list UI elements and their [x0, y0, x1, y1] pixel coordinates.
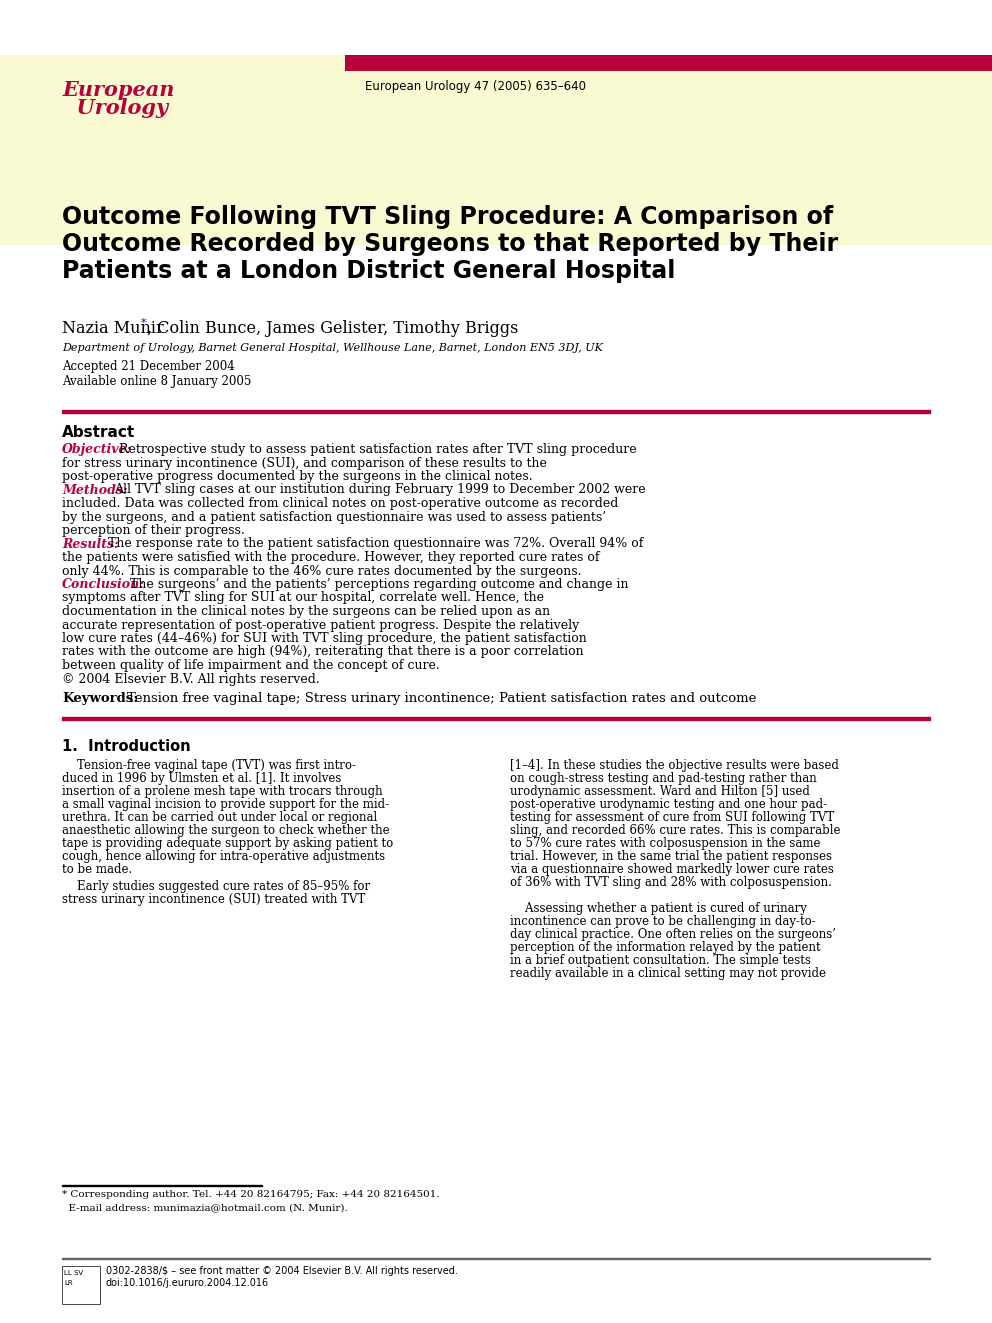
Text: * Corresponding author. Tel. +44 20 82164795; Fax: +44 20 82164501.: * Corresponding author. Tel. +44 20 8216…: [62, 1189, 439, 1199]
Text: Assessing whether a patient is cured of urinary: Assessing whether a patient is cured of …: [510, 902, 806, 916]
Text: Nazia Munir: Nazia Munir: [62, 320, 164, 337]
Text: E-mail address: munimazia@hotmail.com (N. Munir).: E-mail address: munimazia@hotmail.com (N…: [62, 1203, 348, 1212]
Text: for stress urinary incontinence (SUI), and comparison of these results to the: for stress urinary incontinence (SUI), a…: [62, 456, 547, 470]
Text: Outcome Recorded by Surgeons to that Reported by Their: Outcome Recorded by Surgeons to that Rep…: [62, 232, 838, 255]
Text: between quality of life impairment and the concept of cure.: between quality of life impairment and t…: [62, 659, 439, 672]
Text: via a questionnaire showed markedly lower cure rates: via a questionnaire showed markedly lowe…: [510, 863, 834, 876]
Bar: [62, 410, 930, 413]
Text: a small vaginal incision to provide support for the mid-: a small vaginal incision to provide supp…: [62, 798, 389, 811]
Text: day clinical practice. One often relies on the surgeons’: day clinical practice. One often relies …: [510, 927, 836, 941]
Bar: [62, 1266, 100, 1304]
Text: Abstract: Abstract: [62, 425, 135, 441]
Text: only 44%. This is comparable to the 46% cure rates documented by the surgeons.: only 44%. This is comparable to the 46% …: [62, 565, 581, 578]
Text: to be made.: to be made.: [62, 863, 132, 876]
Text: perception of their progress.: perception of their progress.: [62, 524, 245, 537]
Text: accurate representation of post-operative patient progress. Despite the relative: accurate representation of post-operativ…: [62, 618, 579, 631]
Text: 1.  Introduction: 1. Introduction: [62, 740, 190, 754]
Bar: [62, 717, 930, 720]
Text: © 2004 Elsevier B.V. All rights reserved.: © 2004 Elsevier B.V. All rights reserved…: [62, 672, 319, 685]
Text: Tension free vaginal tape; Stress urinary incontinence; Patient satisfaction rat: Tension free vaginal tape; Stress urinar…: [127, 692, 756, 705]
Text: readily available in a clinical setting may not provide: readily available in a clinical setting …: [510, 967, 826, 980]
Text: documentation in the clinical notes by the surgeons can be relied upon as an: documentation in the clinical notes by t…: [62, 605, 551, 618]
Text: to 57% cure rates with colposuspension in the same: to 57% cure rates with colposuspension i…: [510, 837, 820, 849]
Text: on cough-stress testing and pad-testing rather than: on cough-stress testing and pad-testing …: [510, 773, 816, 785]
Bar: [0, 56, 992, 245]
Text: urethra. It can be carried out under local or regional: urethra. It can be carried out under loc…: [62, 811, 377, 824]
Text: included. Data was collected from clinical notes on post-operative outcome as re: included. Data was collected from clinic…: [62, 497, 618, 509]
Text: *: *: [141, 318, 147, 328]
Text: European: European: [62, 79, 175, 101]
Text: Results:: Results:: [62, 537, 119, 550]
Text: testing for assessment of cure from SUI following TVT: testing for assessment of cure from SUI …: [510, 811, 834, 824]
Text: Methods:: Methods:: [62, 483, 128, 496]
Text: tape is providing adequate support by asking patient to: tape is providing adequate support by as…: [62, 837, 393, 849]
Bar: [345, 56, 992, 71]
Text: Available online 8 January 2005: Available online 8 January 2005: [62, 374, 251, 388]
Text: Urology: Urology: [62, 98, 168, 118]
Text: , Colin Bunce, James Gelister, Timothy Briggs: , Colin Bunce, James Gelister, Timothy B…: [147, 320, 519, 337]
Text: incontinence can prove to be challenging in day-to-: incontinence can prove to be challenging…: [510, 916, 815, 927]
Text: anaesthetic allowing the surgeon to check whether the: anaesthetic allowing the surgeon to chec…: [62, 824, 390, 837]
Text: by the surgeons, and a patient satisfaction questionnaire was used to assess pat: by the surgeons, and a patient satisfact…: [62, 511, 606, 524]
Text: post-operative urodynamic testing and one hour pad-: post-operative urodynamic testing and on…: [510, 798, 827, 811]
Text: of 36% with TVT sling and 28% with colposuspension.: of 36% with TVT sling and 28% with colpo…: [510, 876, 832, 889]
Text: urodynamic assessment. Ward and Hilton [5] used: urodynamic assessment. Ward and Hilton […: [510, 785, 809, 798]
Text: stress urinary incontinence (SUI) treated with TVT: stress urinary incontinence (SUI) treate…: [62, 893, 365, 906]
Text: Outcome Following TVT Sling Procedure: A Comparison of: Outcome Following TVT Sling Procedure: A…: [62, 205, 833, 229]
Text: 0302-2838/$ – see front matter © 2004 Elsevier B.V. All rights reserved.: 0302-2838/$ – see front matter © 2004 El…: [106, 1266, 458, 1275]
Text: [1–4]. In these studies the objective results were based: [1–4]. In these studies the objective re…: [510, 759, 839, 773]
Text: the patients were satisfied with the procedure. However, they reported cure rate: the patients were satisfied with the pro…: [62, 550, 599, 564]
Text: The response rate to the patient satisfaction questionnaire was 72%. Overall 94%: The response rate to the patient satisfa…: [108, 537, 644, 550]
Text: Patients at a London District General Hospital: Patients at a London District General Ho…: [62, 259, 676, 283]
Text: All TVT sling cases at our institution during February 1999 to December 2002 wer: All TVT sling cases at our institution d…: [114, 483, 646, 496]
Text: Keywords:: Keywords:: [62, 692, 138, 705]
Text: doi:10.1016/j.eururo.2004.12.016: doi:10.1016/j.eururo.2004.12.016: [106, 1278, 269, 1289]
Text: Objective:: Objective:: [62, 443, 132, 456]
Text: in a brief outpatient consultation. The simple tests: in a brief outpatient consultation. The …: [510, 954, 810, 967]
Text: rates with the outcome are high (94%), reiterating that there is a poor correlat: rates with the outcome are high (94%), r…: [62, 646, 583, 659]
Text: trial. However, in the same trial the patient responses: trial. However, in the same trial the pa…: [510, 849, 832, 863]
Text: low cure rates (44–46%) for SUI with TVT sling procedure, the patient satisfacti: low cure rates (44–46%) for SUI with TVT…: [62, 632, 586, 646]
Text: Retrospective study to assess patient satisfaction rates after TVT sling procedu: Retrospective study to assess patient sa…: [119, 443, 637, 456]
Text: sling, and recorded 66% cure rates. This is comparable: sling, and recorded 66% cure rates. This…: [510, 824, 840, 837]
Text: cough, hence allowing for intra-operative adjustments: cough, hence allowing for intra-operativ…: [62, 849, 385, 863]
Text: Conclusion:: Conclusion:: [62, 578, 145, 591]
Text: perception of the information relayed by the patient: perception of the information relayed by…: [510, 941, 820, 954]
Text: Early studies suggested cure rates of 85–95% for: Early studies suggested cure rates of 85…: [62, 880, 370, 893]
Text: Department of Urology, Barnet General Hospital, Wellhouse Lane, Barnet, London E: Department of Urology, Barnet General Ho…: [62, 343, 603, 353]
Text: The surgeons’ and the patients’ perceptions regarding outcome and change in: The surgeons’ and the patients’ percepti…: [130, 578, 629, 591]
Text: symptoms after TVT sling for SUI at our hospital, correlate well. Hence, the: symptoms after TVT sling for SUI at our …: [62, 591, 544, 605]
Text: insertion of a prolene mesh tape with trocars through: insertion of a prolene mesh tape with tr…: [62, 785, 383, 798]
Text: Accepted 21 December 2004: Accepted 21 December 2004: [62, 360, 235, 373]
Text: LL SV: LL SV: [64, 1270, 83, 1275]
Text: post-operative progress documented by the surgeons in the clinical notes.: post-operative progress documented by th…: [62, 470, 533, 483]
Text: European Urology 47 (2005) 635–640: European Urology 47 (2005) 635–640: [365, 79, 586, 93]
Text: LR: LR: [64, 1279, 72, 1286]
Text: duced in 1996 by Ulmsten et al. [1]. It involves: duced in 1996 by Ulmsten et al. [1]. It …: [62, 773, 341, 785]
Text: Tension-free vaginal tape (TVT) was first intro-: Tension-free vaginal tape (TVT) was firs…: [62, 759, 356, 773]
